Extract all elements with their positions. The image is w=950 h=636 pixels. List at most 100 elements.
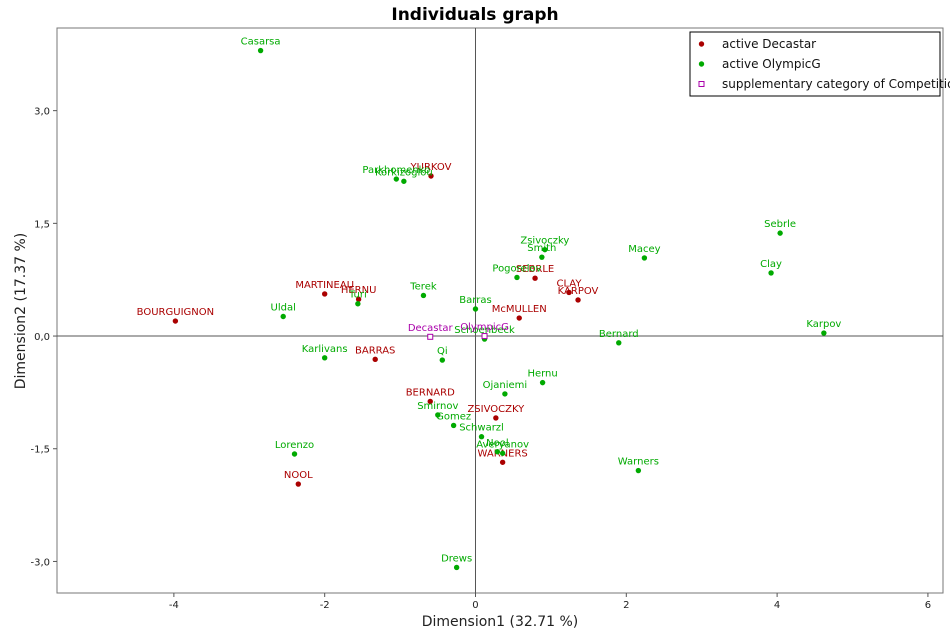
point-label: NOOL — [284, 470, 313, 481]
point-label: Karpov — [806, 319, 841, 330]
individual-point — [539, 254, 545, 260]
y-axis-title: Dimension2 (17.37 %) — [13, 233, 29, 390]
legend-marker — [698, 81, 705, 87]
point-label: Smith — [527, 243, 556, 254]
point-label: Smirnov — [417, 401, 458, 412]
point-label: Drews — [441, 553, 472, 564]
individual-point — [499, 450, 506, 456]
point-label: ZSIVOCZKY — [467, 404, 525, 415]
point-label: OlympicG — [460, 322, 509, 333]
individual-point — [566, 289, 572, 296]
point-label: Turi — [348, 290, 367, 301]
point-label: MARTINEAU — [295, 280, 354, 291]
y-tick-label: 1,5 — [34, 219, 50, 230]
individual-point — [493, 415, 499, 421]
point-label: Korkizoglou — [375, 167, 433, 178]
point-label: Hernu — [527, 369, 557, 380]
individual-point — [494, 449, 501, 455]
individual-point — [435, 412, 441, 418]
point-label: HERNU — [341, 285, 377, 296]
x-tick-label: 4 — [774, 600, 780, 611]
point-label: Macey — [628, 244, 660, 255]
legend-label: active OlympicG — [722, 57, 821, 71]
individual-point — [539, 379, 546, 386]
point-label: BERNARD — [406, 387, 455, 398]
legend-marker — [698, 61, 705, 67]
point-label: Schoenbeck — [454, 325, 515, 336]
individual-point — [768, 270, 774, 276]
individual-point — [355, 301, 361, 307]
individual-point — [295, 481, 301, 487]
point-label: Sebrle — [764, 219, 796, 230]
individual-point — [777, 230, 783, 236]
point-label: Gomez — [436, 411, 471, 422]
point-label: Karlivans — [302, 344, 348, 355]
individual-point — [616, 340, 622, 346]
plot-area — [56, 27, 944, 594]
point-label: KARPOV — [558, 286, 599, 297]
individual-point — [257, 47, 264, 54]
x-tick-label: -2 — [320, 600, 330, 611]
legend-marker — [698, 41, 705, 47]
x-tick-label: 0 — [472, 600, 478, 611]
legend-box — [689, 31, 941, 97]
point-label: BARRAS — [355, 345, 395, 356]
point-label: Clay — [760, 259, 782, 270]
point-label: Ojaniemi — [483, 380, 528, 391]
individual-point — [542, 246, 548, 253]
category-point — [481, 333, 488, 340]
chart-title: Individuals graph — [391, 5, 558, 25]
individual-point — [420, 292, 427, 299]
point-label: Schwarzl — [459, 423, 504, 434]
y-tick-label: 3,0 — [34, 107, 50, 118]
point-label: SEBRLE — [516, 264, 554, 275]
individual-point — [401, 178, 407, 184]
point-label: Lorenzo — [275, 440, 314, 451]
x-axis-ticks: -4 -2 0 2 4 6 — [169, 593, 931, 611]
individual-point — [472, 306, 479, 312]
point-label: Terek — [409, 281, 437, 292]
point-label: Warners — [618, 457, 659, 468]
point-label: YURKOV — [410, 162, 452, 173]
individual-point — [355, 296, 362, 302]
individual-point — [514, 274, 520, 281]
point-label: Uldal — [271, 303, 296, 314]
individual-point — [172, 318, 179, 324]
y-tick-label: 0,0 — [34, 332, 50, 343]
individual-point — [575, 297, 581, 303]
individual-point — [502, 391, 508, 397]
individual-point — [516, 315, 522, 321]
legend-label: active Decastar — [722, 37, 816, 51]
individual-point — [635, 467, 642, 474]
x-tick-label: 2 — [623, 600, 629, 611]
individual-point — [450, 422, 457, 429]
individual-point — [427, 398, 433, 405]
point-label: McMULLEN — [492, 304, 547, 315]
point-label: Barras — [459, 295, 491, 306]
individual-point — [439, 357, 446, 363]
category-point — [427, 333, 434, 340]
individual-point — [321, 291, 328, 297]
individual-point — [393, 176, 400, 182]
x-tick-label: -4 — [169, 600, 179, 611]
point-label: Zsivoczky — [520, 236, 569, 247]
legend-label: supplementary category of Competition — [722, 77, 950, 91]
individual-point — [321, 355, 328, 361]
point-label: BOURGUIGNON — [137, 307, 214, 318]
chart-legend: active Decastar active OlympicG supplement… — [689, 31, 950, 97]
point-label: Bernard — [599, 329, 639, 340]
point-label: Decastar — [408, 323, 454, 334]
individual-point — [532, 275, 538, 281]
point-label: CLAY — [557, 278, 583, 289]
point-label: Nool — [486, 438, 509, 449]
individual-point — [453, 564, 460, 571]
y-tick-label: -3,0 — [30, 557, 50, 568]
individual-point — [821, 330, 827, 336]
point-label: Qi — [437, 346, 448, 357]
individual-point — [499, 459, 506, 465]
x-tick-label: 6 — [925, 600, 931, 611]
individual-point — [291, 451, 298, 457]
point-label: Averyanov — [476, 439, 529, 450]
